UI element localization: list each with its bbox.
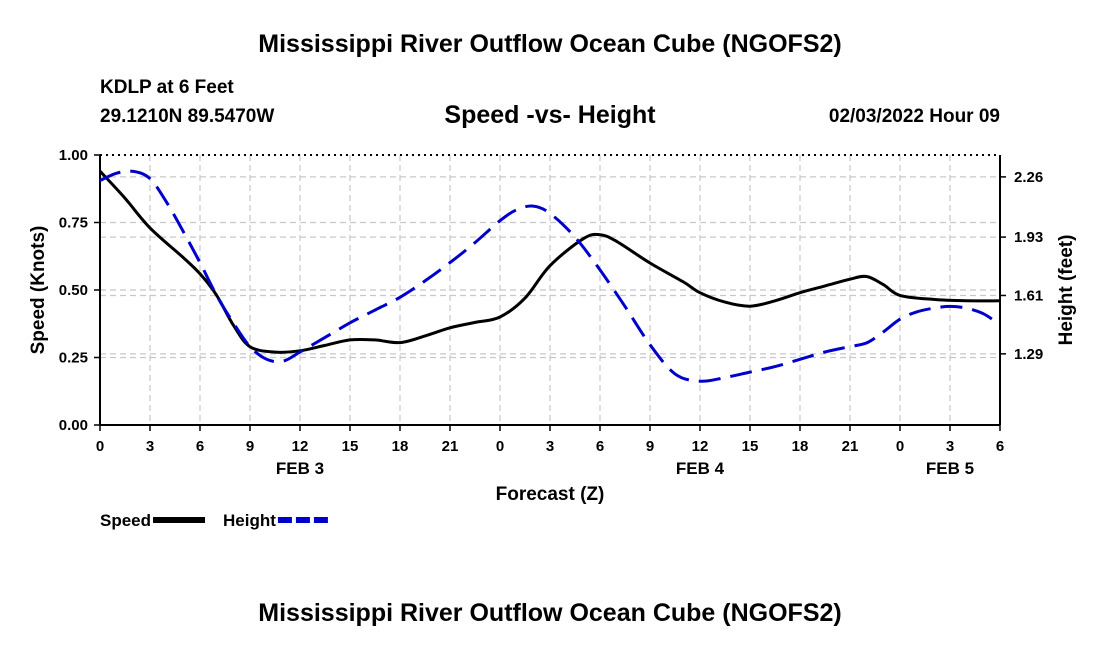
legend-label-speed: Speed — [100, 511, 151, 530]
x-tick-label: 0 — [96, 438, 104, 455]
x-tick-label: 18 — [792, 438, 809, 455]
x-tick-label: 3 — [146, 438, 154, 455]
x-tick-label: 15 — [342, 438, 359, 455]
x-tick-label: 12 — [292, 438, 309, 455]
x-tick-label: 21 — [842, 438, 859, 455]
footer-title: Mississippi River Outflow Ocean Cube (NG… — [258, 599, 842, 627]
x-axis-title: Forecast (Z) — [496, 484, 605, 505]
x-tick-label: 0 — [496, 438, 504, 455]
x-tick-label: 6 — [196, 438, 204, 455]
forecast-datetime: 02/03/2022 Hour 09 — [828, 106, 1000, 127]
y-tick-label: 1.00 — [59, 147, 88, 164]
y-axis-title: Speed (Knots) — [28, 226, 49, 355]
y2-tick-label: 1.29 — [1014, 346, 1043, 363]
x-tick-label: 18 — [392, 438, 409, 455]
x-tick-label: 12 — [692, 438, 709, 455]
y-tick-label: 0.75 — [59, 215, 88, 232]
x-tick-label: 9 — [246, 438, 254, 455]
y2-axis-title: Height (feet) — [1056, 235, 1077, 346]
chart-subtitle: Speed -vs- Height — [444, 101, 656, 129]
y-tick-label: 0.25 — [59, 350, 88, 367]
x-tick-label: 3 — [946, 438, 954, 455]
y-tick-label: 0.00 — [59, 417, 88, 434]
station-coordinates: 29.1210N 89.5470W — [100, 106, 275, 127]
x-tick-label: 3 — [546, 438, 554, 455]
date-label: FEB 4 — [676, 459, 725, 478]
legend-label-height: Height — [223, 511, 276, 530]
x-tick-label: 0 — [896, 438, 904, 455]
x-tick-label: 6 — [996, 438, 1004, 455]
chart-title: Mississippi River Outflow Ocean Cube (NG… — [258, 30, 842, 58]
y2-tick-label: 1.93 — [1014, 229, 1043, 246]
x-tick-label: 9 — [646, 438, 654, 455]
x-tick-label: 21 — [442, 438, 459, 455]
station-label: KDLP at 6 Feet — [100, 77, 234, 98]
date-label: FEB 3 — [276, 459, 324, 478]
y2-tick-label: 2.26 — [1014, 169, 1043, 186]
series-line-height — [99, 169, 1001, 383]
x-tick-label: 6 — [596, 438, 604, 455]
x-tick-label: 15 — [742, 438, 759, 455]
y2-tick-label: 1.61 — [1014, 287, 1043, 304]
y-tick-label: 0.50 — [59, 282, 88, 299]
date-label: FEB 5 — [926, 459, 974, 478]
